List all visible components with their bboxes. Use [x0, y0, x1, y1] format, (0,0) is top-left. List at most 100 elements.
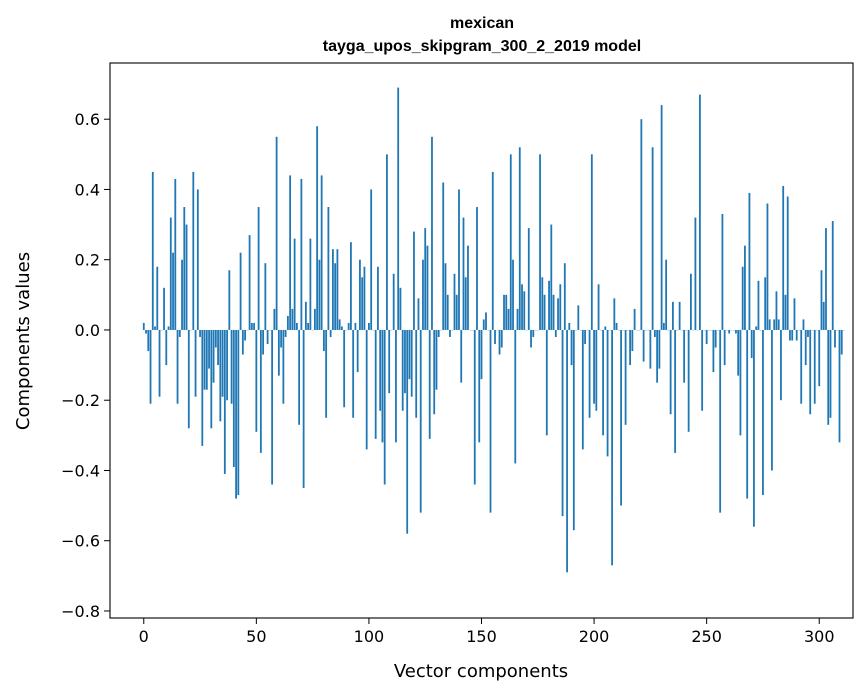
bar-component-164 [512, 259, 514, 330]
chart-subtitle: tayga_upos_skipgram_300_2_2019 model [323, 38, 641, 55]
bar-component-88 [341, 326, 343, 330]
bar-component-159 [500, 329, 503, 348]
bar-component-51 [257, 207, 260, 330]
bar-component-89 [343, 329, 346, 408]
bar-component-287 [789, 329, 791, 341]
bar-component-71 [302, 329, 305, 489]
bar-component-84 [331, 249, 334, 330]
bar-component-92 [350, 242, 352, 330]
bar-component-277 [766, 203, 769, 330]
bar-component-179 [545, 329, 548, 436]
bar-component-144 [467, 245, 469, 330]
bar-component-217 [631, 329, 634, 352]
bar-component-69 [298, 329, 301, 425]
bar-component-309 [838, 329, 841, 443]
bar-component-263 [735, 329, 737, 334]
bar-component-54 [264, 263, 267, 330]
bar-component-42 [237, 329, 240, 496]
bar-component-166 [516, 308, 519, 330]
bar-component-78 [318, 259, 321, 330]
bar-component-106 [381, 329, 384, 443]
bar-component-65 [289, 175, 292, 330]
bar-component-143 [464, 277, 467, 330]
bar-component-129 [433, 329, 436, 415]
bar-component-243 [689, 273, 692, 330]
bar-component-26 [201, 329, 204, 446]
bar-component-296 [809, 329, 812, 415]
bar-component-209 [613, 298, 616, 330]
bar-component-34 [219, 329, 222, 422]
bar-component-58 [273, 308, 276, 330]
x-axis-ticks: 0 50 100 150 200 250 300 [139, 618, 835, 646]
bar-component-80 [322, 329, 325, 352]
bar-component-108 [386, 154, 388, 330]
x-tick-label: 50 [246, 627, 266, 646]
bar-component-270 [750, 329, 753, 359]
bar-component-53 [262, 329, 265, 355]
bar-component-6 [156, 266, 159, 330]
bar-component-183 [554, 329, 557, 337]
bar-component-300 [818, 329, 821, 387]
y-tick-label: −0.6 [61, 532, 100, 551]
bar-component-182 [552, 294, 555, 330]
bar-component-47 [248, 235, 251, 330]
bar-component-302 [822, 301, 825, 330]
bar-component-104 [377, 266, 379, 330]
bar-component-226 [651, 147, 654, 330]
bar-component-24 [196, 189, 199, 330]
bar-component-271 [753, 329, 755, 527]
bar-component-298 [813, 329, 816, 404]
x-axis-label: Vector components [394, 661, 568, 682]
bar-component-119 [410, 329, 413, 397]
bar-component-305 [829, 329, 832, 418]
bar-component-68 [295, 322, 298, 330]
bar-component-279 [771, 329, 773, 471]
bar-component-86 [336, 249, 339, 330]
bar-component-120 [413, 231, 415, 330]
bar-component-149 [478, 329, 481, 443]
bar-component-221 [640, 119, 643, 330]
bar-component-12 [169, 217, 172, 330]
bar-component-256 [719, 329, 722, 513]
bar-component-235 [671, 301, 674, 330]
bar-component-265 [739, 329, 742, 436]
bar-component-240 [683, 329, 686, 383]
bar-component-101 [370, 189, 373, 330]
bar-component-16 [178, 329, 181, 337]
bar-component-293 [802, 319, 805, 330]
bar-component-289 [793, 298, 796, 330]
bar-component-285 [784, 294, 787, 330]
bar-component-74 [309, 238, 312, 330]
bar-component-165 [514, 329, 517, 464]
bar-component-206 [606, 329, 609, 457]
x-tick-label: 0 [139, 627, 149, 646]
bar-component-30 [210, 329, 213, 429]
bar-component-290 [795, 329, 798, 341]
bar-component-105 [379, 329, 382, 411]
bar-component-63 [284, 329, 287, 337]
bar-component-123 [419, 329, 422, 513]
bar-component-307 [834, 329, 836, 348]
bar-component-266 [741, 266, 744, 330]
bar-component-95 [356, 329, 359, 373]
bar-component-134 [444, 263, 447, 330]
bar-component-276 [764, 277, 767, 330]
bar-component-245 [694, 217, 697, 330]
bar-component-181 [550, 224, 553, 330]
bar-component-250 [705, 329, 708, 345]
bar-component-130 [435, 329, 438, 390]
bar-component-5 [154, 326, 156, 330]
bar-component-281 [775, 291, 778, 330]
bar-component-50 [255, 329, 258, 432]
bar-component-205 [604, 326, 607, 330]
bar-component-204 [602, 329, 604, 436]
bar-component-35 [221, 329, 224, 397]
bar-component-283 [780, 329, 782, 401]
bar-component-116 [404, 329, 406, 394]
bar-component-188 [566, 329, 568, 573]
bar-component-139 [455, 294, 458, 330]
bar-component-114 [399, 287, 402, 330]
bar-component-91 [347, 322, 350, 330]
bar-component-100 [368, 322, 370, 330]
